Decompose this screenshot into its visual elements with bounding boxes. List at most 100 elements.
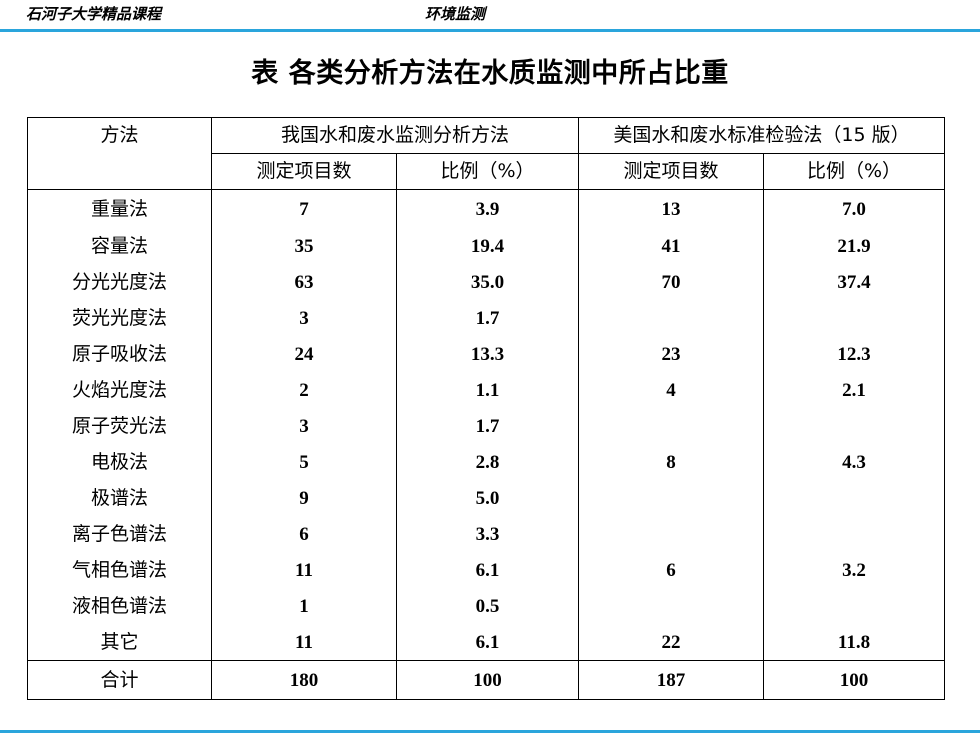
table-row: 荧光光度法 3 1.7 [27, 300, 946, 336]
table-row: 其它 11 6.1 22 11.8 [27, 624, 946, 661]
row-cn-count: 9 [211, 480, 397, 516]
table-body: 重量法 7 3.9 13 7.0 容量法 35 19.4 41 21.9 分光光度法 63 35.0 70… [27, 189, 946, 661]
row-us-ratio: 2.1 [763, 372, 946, 408]
row-cn-count: 1 [211, 588, 397, 624]
page-title: 表 各类分析方法在水质监测中所占比重 [251, 58, 729, 89]
footer-rule [0, 730, 980, 733]
subject-name: 环境监测 [425, 5, 486, 23]
row-cn-ratio: 1.7 [395, 300, 580, 336]
row-us-count [578, 408, 765, 444]
row-us-count [578, 300, 765, 336]
row-us-count: 70 [578, 264, 765, 300]
header-method: 方法 [27, 117, 212, 190]
table-total-row: 合计 180 100 187 100 [27, 660, 946, 700]
row-us-ratio: 37.4 [763, 264, 946, 300]
row-us-count: 22 [578, 624, 765, 661]
row-method: 离子色谱法 [27, 516, 212, 552]
row-cn-ratio: 3.9 [395, 189, 580, 228]
row-cn-count: 2 [211, 372, 397, 408]
row-method: 其它 [27, 624, 212, 661]
row-method: 荧光光度法 [27, 300, 212, 336]
row-us-ratio [763, 588, 946, 624]
row-cn-ratio: 6.1 [395, 552, 580, 588]
table-row: 分光光度法 63 35.0 70 37.4 [27, 264, 946, 300]
row-us-count: 23 [578, 336, 765, 372]
header-cn-count: 测定项目数 [211, 153, 397, 190]
row-cn-ratio: 19.4 [395, 228, 580, 264]
row-method: 气相色谱法 [27, 552, 212, 588]
row-us-ratio [763, 408, 946, 444]
row-us-ratio: 7.0 [763, 189, 946, 228]
row-cn-count: 3 [211, 408, 397, 444]
row-cn-count: 3 [211, 300, 397, 336]
table-row: 极谱法 9 5.0 [27, 480, 946, 516]
row-method: 极谱法 [27, 480, 212, 516]
header-rule [0, 29, 980, 32]
table-header-row: 方法 我国水和废水监测分析方法 美国水和废水标准检验法（15 版） [27, 117, 946, 190]
row-method: 容量法 [27, 228, 212, 264]
row-cn-ratio: 5.0 [395, 480, 580, 516]
methods-table: 方法 我国水和废水监测分析方法 美国水和废水标准检验法（15 版） 测定项目数 … [27, 117, 946, 700]
header-group-cn: 我国水和废水监测分析方法 [210, 117, 580, 154]
row-cn-ratio: 1.1 [395, 372, 580, 408]
row-cn-ratio: 3.3 [395, 516, 580, 552]
total-cn-ratio: 100 [395, 660, 580, 700]
table-row: 电极法 5 2.8 8 4.3 [27, 444, 946, 480]
row-cn-ratio: 1.7 [395, 408, 580, 444]
row-method: 原子吸收法 [27, 336, 212, 372]
row-us-ratio: 21.9 [763, 228, 946, 264]
table-row: 离子色谱法 6 3.3 [27, 516, 946, 552]
row-cn-ratio: 0.5 [395, 588, 580, 624]
total-cn-count: 180 [211, 660, 397, 700]
row-us-count [578, 480, 765, 516]
table-row: 原子荧光法 3 1.7 [27, 408, 946, 444]
total-us-ratio: 100 [763, 660, 946, 700]
table-row: 容量法 35 19.4 41 21.9 [27, 228, 946, 264]
row-us-count: 8 [578, 444, 765, 480]
table-row: 火焰光度法 2 1.1 4 2.1 [27, 372, 946, 408]
row-us-ratio: 11.8 [763, 624, 946, 661]
row-us-count: 41 [578, 228, 765, 264]
row-cn-count: 6 [211, 516, 397, 552]
row-us-ratio: 4.3 [763, 444, 946, 480]
header-cn-ratio: 比例（%） [395, 153, 580, 190]
row-us-count [578, 516, 765, 552]
row-us-ratio: 3.2 [763, 552, 946, 588]
table-row: 气相色谱法 11 6.1 6 3.2 [27, 552, 946, 588]
row-cn-count: 24 [211, 336, 397, 372]
row-us-ratio [763, 300, 946, 336]
row-method: 电极法 [27, 444, 212, 480]
table-row: 重量法 7 3.9 13 7.0 [27, 189, 946, 228]
row-us-count [578, 588, 765, 624]
row-cn-ratio: 13.3 [395, 336, 580, 372]
total-label: 合计 [27, 660, 212, 700]
table-row: 液相色谱法 1 0.5 [27, 588, 946, 624]
row-cn-count: 35 [211, 228, 397, 264]
header-us-ratio: 比例（%） [763, 153, 946, 190]
row-method: 液相色谱法 [27, 588, 212, 624]
row-us-ratio [763, 516, 946, 552]
row-method: 火焰光度法 [27, 372, 212, 408]
slide-header: 石河子大学精品课程 环境监测 [0, 0, 980, 30]
row-method: 重量法 [27, 189, 212, 228]
row-cn-count: 63 [211, 264, 397, 300]
row-us-ratio [763, 480, 946, 516]
row-cn-count: 5 [211, 444, 397, 480]
row-cn-count: 7 [211, 189, 397, 228]
table-row: 原子吸收法 24 13.3 23 12.3 [27, 336, 946, 372]
header-us-count: 测定项目数 [578, 153, 765, 190]
row-us-count: 13 [578, 189, 765, 228]
row-us-ratio: 12.3 [763, 336, 946, 372]
row-method: 原子荧光法 [27, 408, 212, 444]
header-group-us: 美国水和废水标准检验法（15 版） [578, 117, 946, 154]
row-cn-count: 11 [211, 624, 397, 661]
total-us-count: 187 [578, 660, 765, 700]
row-method: 分光光度法 [27, 264, 212, 300]
row-cn-ratio: 6.1 [395, 624, 580, 661]
row-cn-ratio: 2.8 [395, 444, 580, 480]
row-us-count: 4 [578, 372, 765, 408]
row-cn-count: 11 [211, 552, 397, 588]
row-cn-ratio: 35.0 [395, 264, 580, 300]
course-name: 石河子大学精品课程 [26, 5, 162, 23]
table-subheader-row: 测定项目数 比例（%） 测定项目数 比例（%） [28, 153, 946, 190]
